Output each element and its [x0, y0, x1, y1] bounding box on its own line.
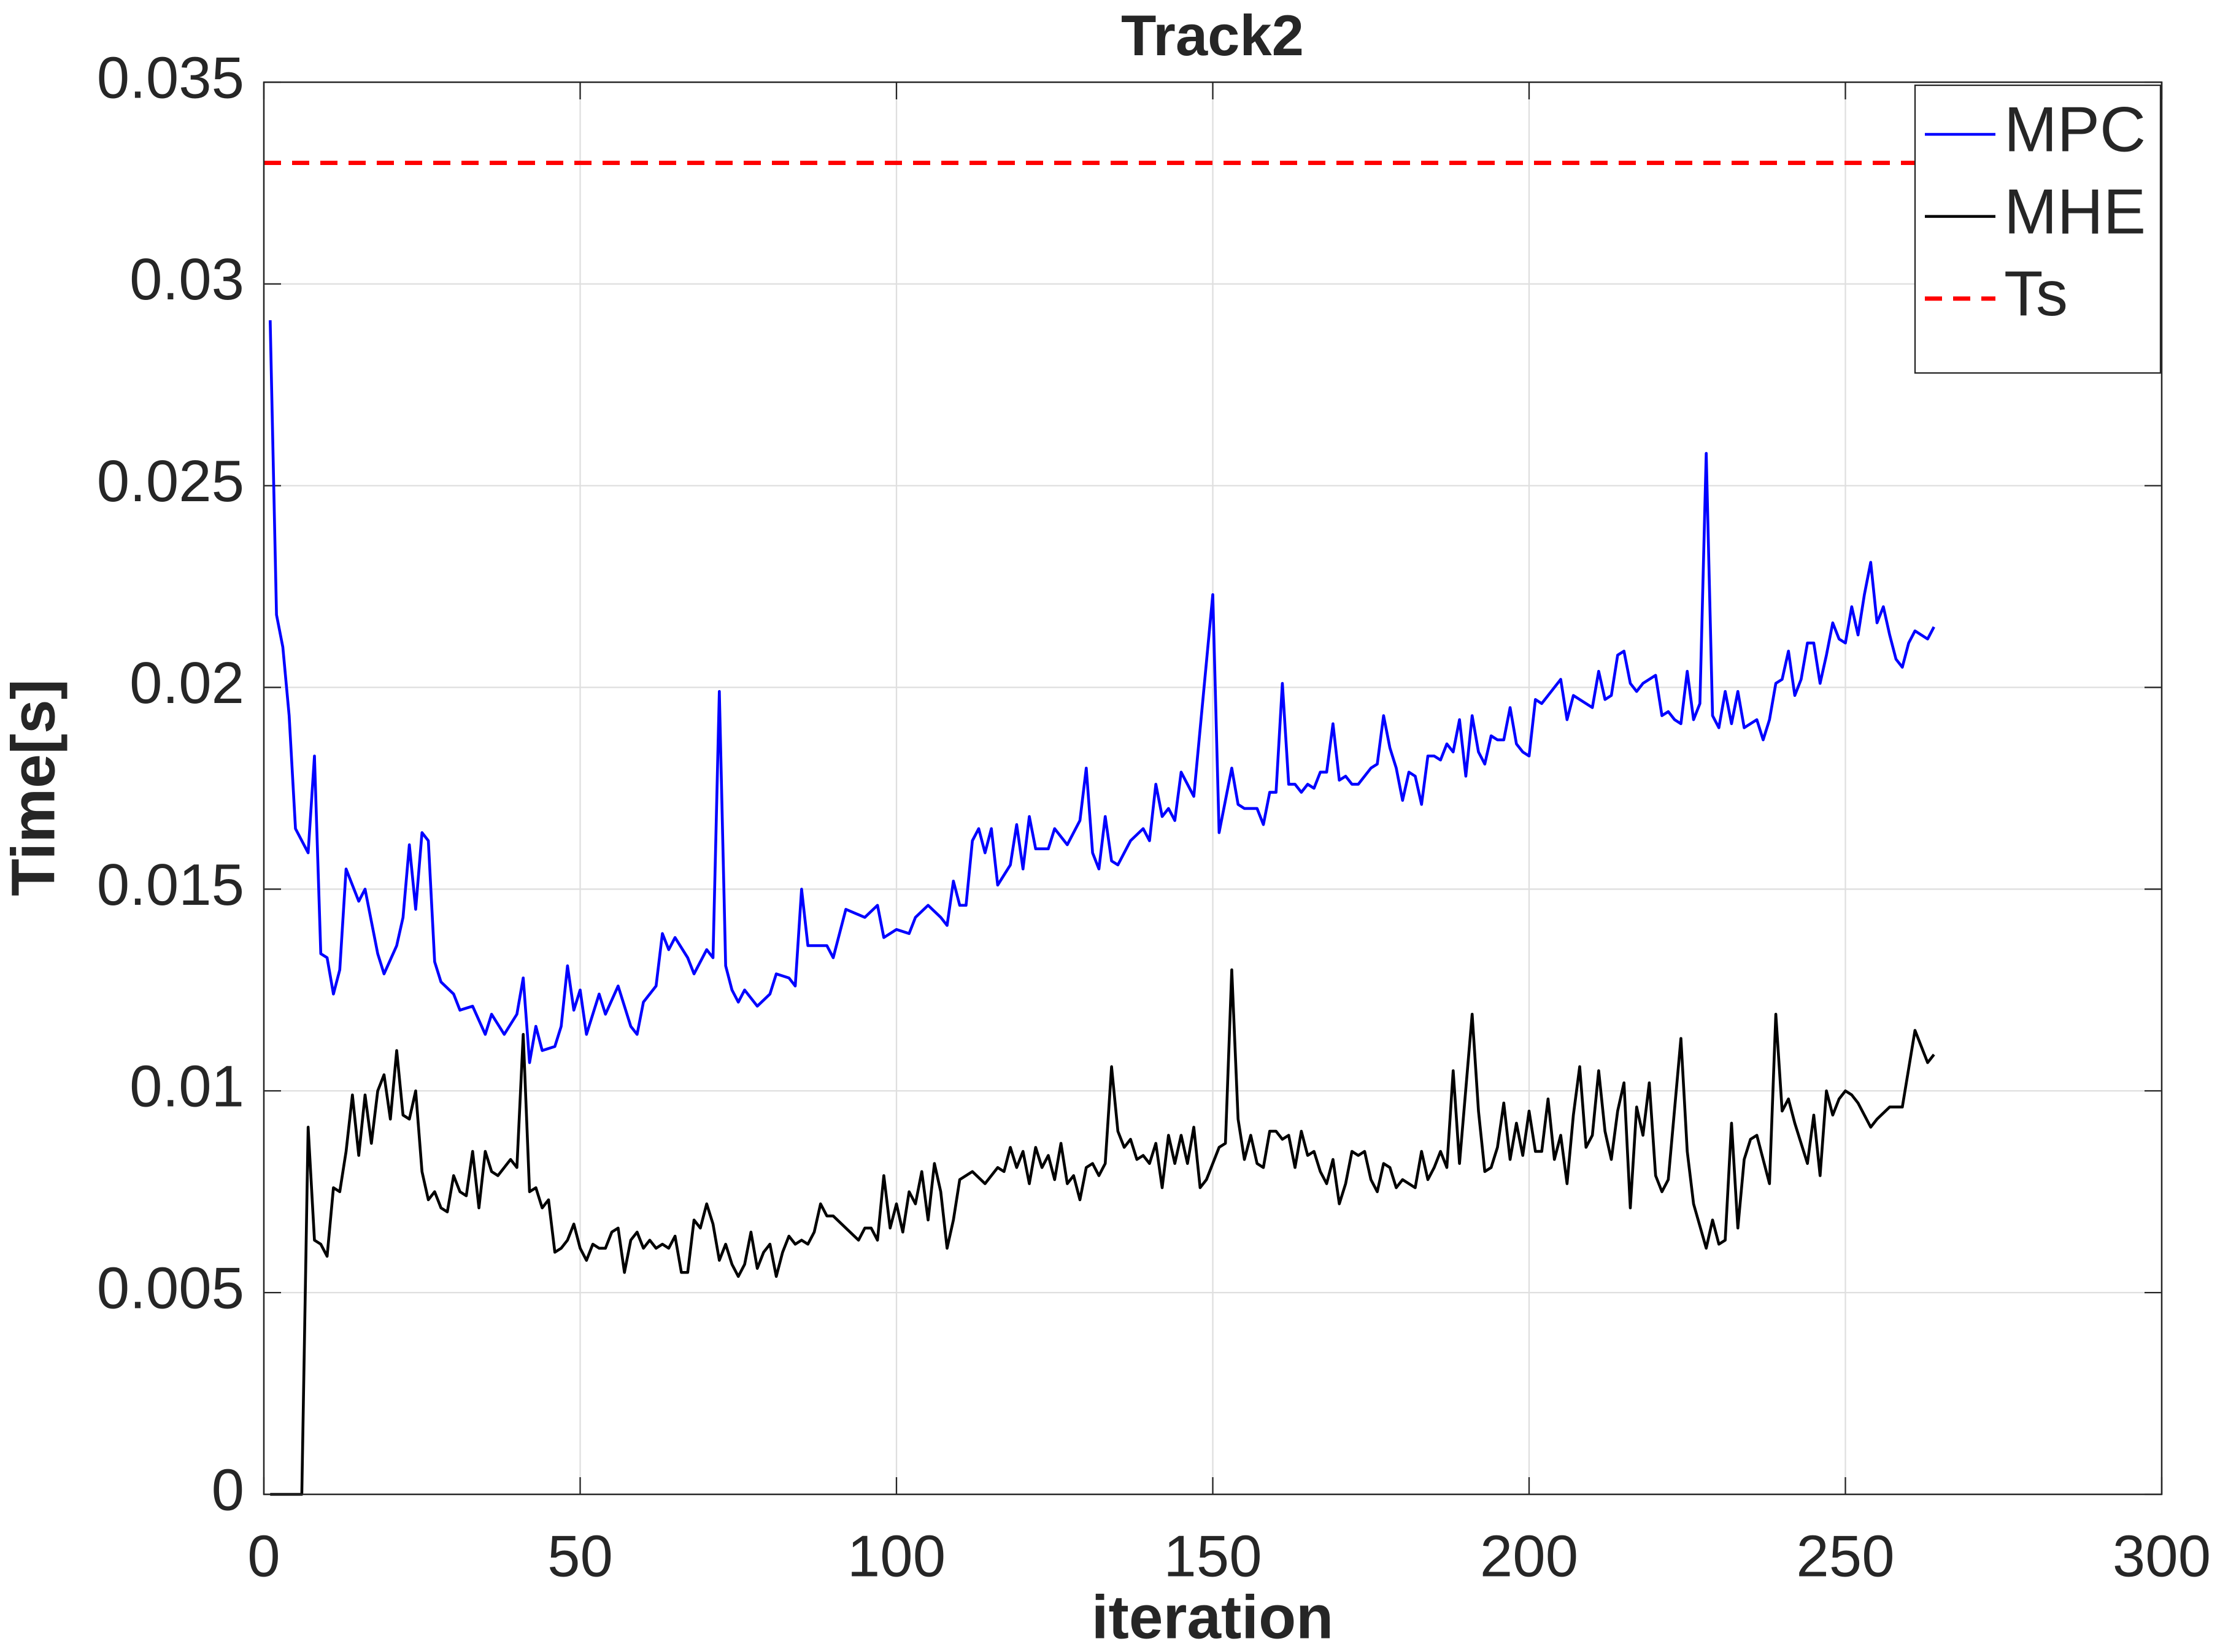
x-tick-label: 100 [847, 1523, 946, 1589]
y-tick-label: 0.005 [97, 1256, 244, 1321]
legend-label: MHE [2004, 176, 2146, 247]
y-tick-label: 0.03 [129, 247, 244, 312]
x-tick-label: 50 [547, 1523, 613, 1589]
legend-label: Ts [2004, 258, 2068, 329]
y-axis-label: Time[s] [0, 679, 67, 896]
x-tick-label: 150 [1163, 1523, 1262, 1589]
y-tick-label: 0 [212, 1457, 244, 1523]
series-line [269, 320, 1935, 1064]
y-tick-label: 0.035 [97, 45, 244, 110]
x-axis-label: iteration [1092, 1583, 1333, 1651]
x-tick-label: 200 [1480, 1523, 1578, 1589]
legend-label: MPC [2004, 94, 2146, 165]
y-tick-label: 0.025 [97, 448, 244, 514]
x-tick-label: 250 [1796, 1523, 1894, 1589]
y-tick-label: 0.01 [129, 1054, 244, 1120]
series-line [270, 968, 1935, 1496]
x-tick-label: 300 [2113, 1523, 2211, 1589]
axes-box [263, 81, 2163, 1496]
x-tick-label: 0 [247, 1523, 280, 1589]
chart-title: Track2 [1121, 3, 1304, 67]
y-tick-label: 0.015 [97, 852, 244, 918]
y-tick-label: 0.02 [129, 650, 244, 716]
